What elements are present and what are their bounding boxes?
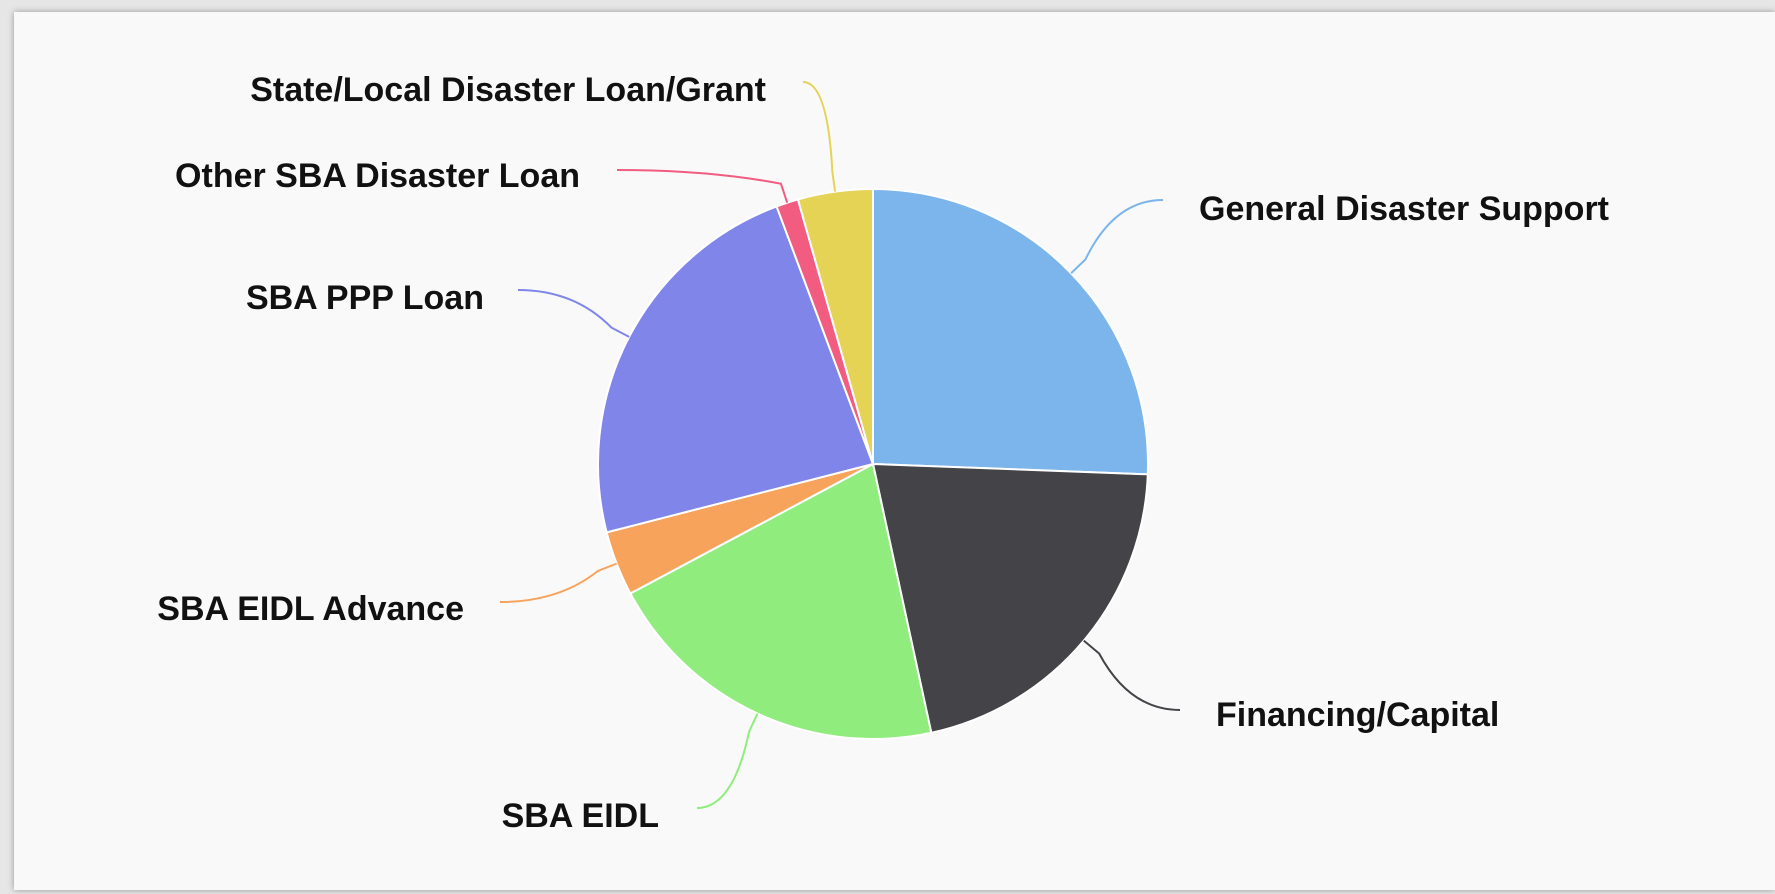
connector	[1083, 639, 1181, 711]
connector	[802, 81, 837, 192]
connector	[499, 562, 618, 603]
slice-label: Financing/Capital	[1216, 696, 1499, 734]
slice-label: SBA EIDL	[502, 797, 659, 835]
pie-slice	[872, 187, 1149, 476]
connector	[616, 169, 789, 204]
connector	[696, 713, 759, 809]
pie-slice	[597, 205, 875, 534]
slice-label: General Disaster Support	[1199, 190, 1609, 228]
slice-label: SBA PPP Loan	[246, 279, 484, 317]
slice-label: Other SBA Disaster Loan	[175, 157, 580, 195]
pie-slice	[871, 462, 1149, 734]
connector	[1070, 199, 1164, 274]
slice-label: SBA EIDL Advance	[157, 590, 464, 628]
slice-label: State/Local Disaster Loan/Grant	[250, 71, 766, 109]
connector	[517, 289, 630, 338]
